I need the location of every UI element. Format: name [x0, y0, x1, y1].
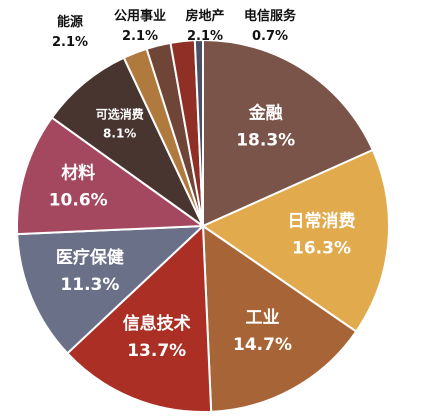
- pie-slice-0: [202, 39, 374, 227]
- slice-value-5: 10.6%: [49, 190, 108, 210]
- pie-slice-2: [202, 225, 358, 413]
- slice-label-3: 信息技术: [123, 313, 191, 334]
- pie-slice-3: [66, 225, 213, 413]
- pie-labels: 金融 18.3% 日常消费 16.3% 工业 14.7% 信息技术 13.7% 医疗保健 11.3…: [49, 8, 356, 361]
- slice-value-4: 11.3%: [60, 275, 119, 295]
- pie-slice-10: [193, 39, 204, 227]
- slice-value-7: 2.1%: [52, 35, 88, 50]
- slice-value-1: 16.3%: [292, 238, 351, 258]
- slice-label-7: 能源: [57, 14, 83, 30]
- pie-slice-1: [202, 148, 391, 333]
- pie-slices: [16, 39, 391, 413]
- slice-value-8: 2.1%: [122, 29, 158, 44]
- pie-slice-4: [16, 225, 204, 355]
- slice-label-2: 工业: [246, 308, 280, 328]
- slice-label-5: 材料: [61, 162, 95, 183]
- slice-value-2: 14.7%: [233, 335, 292, 355]
- slice-label-1: 日常消费: [288, 210, 356, 231]
- slice-label-9: 房地产: [185, 8, 224, 24]
- slice-label-8: 公用事业: [114, 8, 166, 24]
- slice-label-4: 医疗保健: [56, 247, 124, 268]
- slice-value-6: 8.1%: [103, 127, 136, 141]
- slice-value-10: 0.7%: [252, 29, 288, 44]
- pie-slice-5: [16, 116, 204, 236]
- slice-label-6: 可选消费: [96, 107, 144, 122]
- slice-value-9: 2.1%: [187, 29, 223, 44]
- pie-slice-6: [50, 56, 204, 227]
- slice-value-0: 18.3%: [236, 131, 295, 151]
- slice-value-3: 13.7%: [127, 341, 186, 361]
- slice-label-10: 电信服务: [244, 8, 297, 24]
- slice-label-0: 金融: [248, 103, 283, 124]
